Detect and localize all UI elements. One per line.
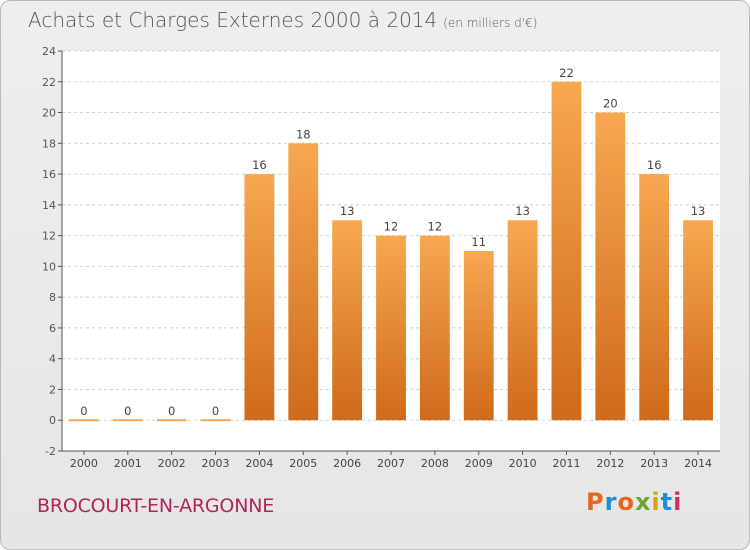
x-tick-label: 2012 <box>596 457 624 470</box>
units-label: (en milliers d'€) <box>443 16 538 30</box>
bar <box>244 174 275 421</box>
bar <box>595 112 626 421</box>
data-label: 12 <box>428 220 443 234</box>
y-tick-label: 6 <box>49 322 56 335</box>
bar <box>112 419 143 422</box>
y-tick-label: 24 <box>42 45 56 58</box>
data-label: 13 <box>515 204 530 218</box>
bar <box>683 220 713 421</box>
bar <box>288 143 319 421</box>
logo-letter: i <box>651 488 661 516</box>
data-label: 0 <box>168 404 175 418</box>
y-tick-label: 18 <box>42 137 56 150</box>
y-tick-label: 8 <box>49 291 56 304</box>
y-tick-label: 14 <box>42 199 56 212</box>
bar <box>507 220 538 421</box>
commune-name: BROCOURT-EN-ARGONNE <box>37 495 275 517</box>
bar <box>69 419 99 422</box>
x-tick-label: 2000 <box>70 457 98 470</box>
data-label: 16 <box>252 158 267 172</box>
logo-letter: i <box>673 488 683 516</box>
data-label: 16 <box>647 158 662 172</box>
x-tick-label: 2004 <box>245 457 273 470</box>
proxiti-logo: Proxiti <box>586 488 682 516</box>
data-label: 0 <box>80 404 87 418</box>
x-tick-label: 2007 <box>377 457 405 470</box>
chart-title: Achats et Charges Externes 2000 à 2014 (e… <box>28 8 537 32</box>
data-label: 12 <box>384 220 399 234</box>
x-tick-label: 2009 <box>465 457 493 470</box>
x-tick-label: 2002 <box>158 457 186 470</box>
x-tick-label: 2001 <box>114 457 142 470</box>
bar <box>551 81 582 421</box>
x-tick-label: 2008 <box>421 457 449 470</box>
y-tick-label: 16 <box>42 168 56 181</box>
data-label: 11 <box>471 235 486 249</box>
logo-letter: t <box>660 488 674 516</box>
logo-letter: r <box>604 488 618 516</box>
y-tick-label: -2 <box>45 445 56 458</box>
title-text: Achats et Charges Externes 2000 à 2014 <box>28 8 438 32</box>
bar <box>332 220 363 421</box>
bar <box>463 251 494 421</box>
y-tick-label: 4 <box>49 353 56 366</box>
data-label: 13 <box>340 204 355 218</box>
bar <box>376 235 406 421</box>
y-tick-label: 20 <box>42 107 56 120</box>
data-label: 0 <box>124 404 131 418</box>
x-tick-label: 2013 <box>640 457 668 470</box>
bar <box>200 419 231 422</box>
logo-letter: o <box>617 488 635 516</box>
y-tick-label: 12 <box>42 230 56 243</box>
data-label: 18 <box>296 127 311 141</box>
data-label: 22 <box>559 66 574 80</box>
data-label: 20 <box>603 97 618 111</box>
x-tick-label: 2005 <box>289 457 317 470</box>
data-label: 0 <box>212 404 219 418</box>
data-label: 13 <box>691 204 706 218</box>
x-tick-label: 2010 <box>509 457 537 470</box>
x-tick-label: 2006 <box>333 457 361 470</box>
x-tick-label: 2014 <box>684 457 712 470</box>
logo-letter: P <box>586 488 605 516</box>
x-tick-label: 2011 <box>552 457 580 470</box>
logo-letter: x <box>634 488 652 516</box>
y-tick-label: 22 <box>42 76 56 89</box>
y-tick-label: 0 <box>49 414 56 427</box>
bar <box>156 419 187 422</box>
x-tick-label: 2003 <box>202 457 230 470</box>
bar <box>419 235 450 421</box>
y-tick-label: 2 <box>49 383 56 396</box>
bar <box>639 174 670 421</box>
y-tick-label: 10 <box>42 260 56 273</box>
